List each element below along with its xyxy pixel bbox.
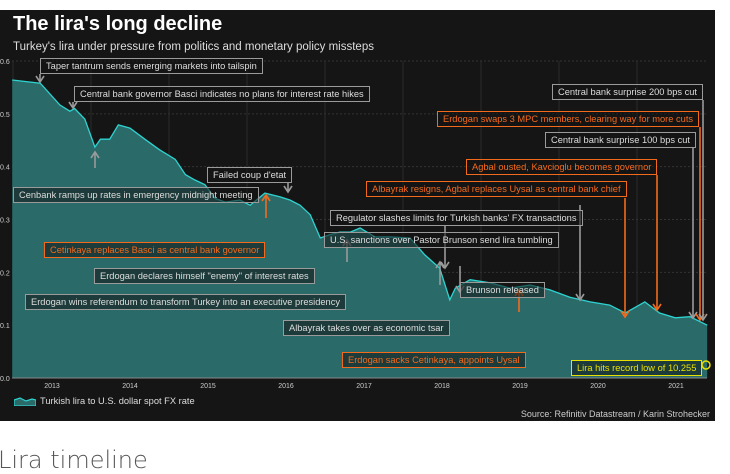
section-heading: Lira timeline	[0, 446, 148, 474]
y-tick-label: 0.0	[0, 376, 10, 383]
legend: Turkish lira to U.S. dollar spot FX rate	[14, 396, 195, 406]
x-tick-label: 2020	[590, 383, 606, 390]
annotation-label: Central bank governor Basci indicates no…	[74, 86, 370, 102]
arrowhead-icon	[90, 150, 100, 159]
arrowhead-icon	[688, 311, 698, 320]
x-tick-label: 2021	[668, 383, 684, 390]
source-note: Source: Refinitiv Datastream / Karin Str…	[520, 409, 710, 419]
annotation-label: Agbal ousted, Kavcioglu becomes governor	[466, 159, 658, 175]
annotation-label: Central bank surprise 100 bps cut	[545, 132, 697, 148]
y-tick-label: 0.6	[0, 59, 10, 66]
arrowhead-icon	[68, 101, 78, 110]
annotation-label: Erdogan wins referendum to transform Tur…	[25, 294, 347, 310]
chart-subtitle: Turkey's lira under pressure from politi…	[13, 41, 374, 53]
annotation-label: Albayrak takes over as economic tsar	[283, 320, 450, 336]
x-tick-label: 2017	[356, 383, 372, 390]
annotation-label: Erdogan declares himself "enemy" of inte…	[94, 268, 315, 284]
y-tick-label: 0.1	[0, 323, 10, 330]
y-tick-label: 0.5	[0, 112, 10, 119]
arrowhead-icon	[575, 293, 585, 302]
annotation-label: Taper tantrum sends emerging markets int…	[40, 58, 263, 74]
arrowhead-icon	[440, 261, 450, 270]
annotation-label: Regulator slashes limits for Turkish ban…	[330, 210, 583, 226]
arrowhead-icon	[35, 75, 45, 84]
x-tick-label: 2018	[434, 383, 450, 390]
arrowhead-icon	[261, 193, 271, 202]
annotation-label: Central bank surprise 200 bps cut	[552, 84, 704, 100]
x-tick-label: 2016	[278, 383, 294, 390]
legend-swatch-icon	[14, 397, 36, 406]
arrowhead-icon	[652, 303, 662, 312]
chart-title: The lira's long decline	[13, 13, 223, 35]
annotation-label: Erdogan swaps 3 MPC members, clearing wa…	[437, 111, 700, 127]
arrowhead-icon	[435, 260, 445, 269]
annotation-label: Lira hits record low of 10.255	[571, 360, 703, 376]
annotation-label: U.S. sanctions over Pastor Brunson send …	[324, 232, 559, 248]
annotation-label: Failed coup d'etat	[207, 167, 293, 183]
y-tick-label: 0.2	[0, 270, 10, 277]
arrowhead-icon	[283, 185, 293, 194]
y-tick-label: 0.4	[0, 165, 10, 172]
annotation-label: Erdogan sacks Cetinkaya, appoints Uysal	[342, 352, 526, 368]
annotation-label: Albayrak resigns, Agbal replaces Uysal a…	[366, 181, 627, 197]
x-tick-label: 2013	[44, 383, 60, 390]
legend-label: Turkish lira to U.S. dollar spot FX rate	[40, 396, 195, 406]
annotation-label: Cenbank ramps up rates in emergency midn…	[13, 187, 259, 203]
arrowhead-icon	[698, 313, 708, 322]
y-tick-label: 0.3	[0, 218, 10, 225]
arrowhead-icon	[620, 310, 630, 319]
annotation-label: Brunson released	[460, 282, 545, 298]
annotation-label: Cetinkaya replaces Basci as central bank…	[44, 242, 266, 258]
x-tick-label: 2015	[200, 383, 216, 390]
series-line	[12, 79, 708, 326]
x-tick-label: 2019	[512, 383, 528, 390]
x-tick-label: 2014	[122, 383, 138, 390]
